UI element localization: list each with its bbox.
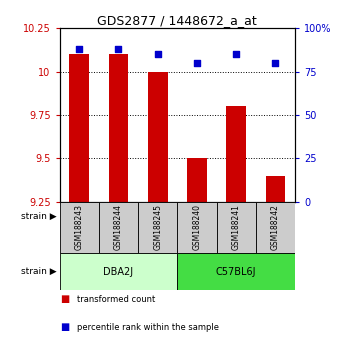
- Bar: [99, 202, 138, 253]
- Text: strain ▶: strain ▶: [21, 211, 56, 221]
- Bar: [256, 202, 295, 253]
- Bar: [60, 253, 177, 290]
- Bar: [187, 158, 207, 202]
- Point: [194, 60, 199, 66]
- Point: [116, 46, 121, 52]
- Text: C57BL6J: C57BL6J: [216, 267, 256, 277]
- Point: [272, 60, 278, 66]
- Point: [233, 52, 239, 57]
- Bar: [70, 55, 89, 202]
- Bar: [177, 202, 217, 253]
- Bar: [177, 253, 295, 290]
- Bar: [217, 202, 256, 253]
- Point: [155, 52, 160, 57]
- Bar: [148, 72, 167, 202]
- Bar: [60, 202, 99, 253]
- Text: ■: ■: [60, 322, 69, 332]
- Bar: [226, 106, 246, 202]
- Text: GSM188240: GSM188240: [192, 205, 202, 250]
- Text: strain ▶: strain ▶: [21, 267, 56, 276]
- Text: GSM188245: GSM188245: [153, 205, 162, 250]
- Text: GSM188243: GSM188243: [75, 205, 84, 250]
- Text: GSM188241: GSM188241: [232, 205, 241, 250]
- Bar: [266, 176, 285, 202]
- Text: ■: ■: [60, 294, 69, 304]
- Point: [76, 46, 82, 52]
- Bar: [109, 55, 128, 202]
- Text: DBA2J: DBA2J: [103, 267, 134, 277]
- Title: GDS2877 / 1448672_a_at: GDS2877 / 1448672_a_at: [98, 14, 257, 27]
- Text: GSM188242: GSM188242: [271, 205, 280, 250]
- Text: GSM188244: GSM188244: [114, 205, 123, 250]
- Text: percentile rank within the sample: percentile rank within the sample: [77, 323, 219, 332]
- Text: transformed count: transformed count: [77, 295, 155, 304]
- Bar: [138, 202, 177, 253]
